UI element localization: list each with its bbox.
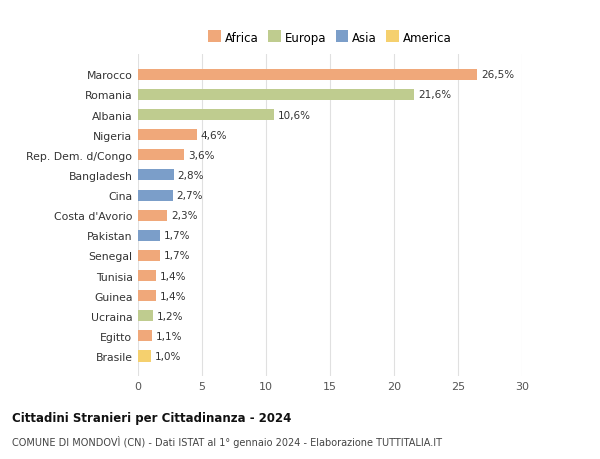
- Bar: [138, 70, 477, 81]
- Text: 10,6%: 10,6%: [278, 110, 311, 120]
- Text: 4,6%: 4,6%: [201, 130, 227, 140]
- Text: 1,4%: 1,4%: [160, 271, 186, 281]
- Legend: Africa, Europa, Asia, America: Africa, Europa, Asia, America: [205, 29, 455, 49]
- Text: 1,1%: 1,1%: [156, 331, 182, 341]
- Text: 1,4%: 1,4%: [160, 291, 186, 301]
- Text: 2,7%: 2,7%: [176, 190, 203, 201]
- Bar: [138, 330, 152, 341]
- Text: 2,8%: 2,8%: [178, 171, 204, 180]
- Text: 2,3%: 2,3%: [171, 211, 198, 221]
- Bar: [138, 311, 154, 322]
- Text: 1,0%: 1,0%: [155, 351, 181, 361]
- Text: Cittadini Stranieri per Cittadinanza - 2024: Cittadini Stranieri per Cittadinanza - 2…: [12, 412, 292, 425]
- Text: 3,6%: 3,6%: [188, 151, 214, 161]
- Text: 21,6%: 21,6%: [418, 90, 451, 100]
- Bar: [138, 291, 156, 302]
- Text: 26,5%: 26,5%: [481, 70, 514, 80]
- Bar: [138, 270, 156, 281]
- Text: 1,7%: 1,7%: [164, 231, 190, 241]
- Bar: [138, 190, 173, 201]
- Bar: [138, 250, 160, 262]
- Bar: [138, 150, 184, 161]
- Text: 1,7%: 1,7%: [164, 251, 190, 261]
- Bar: [138, 90, 415, 101]
- Bar: [138, 130, 197, 141]
- Bar: [138, 351, 151, 362]
- Bar: [138, 170, 174, 181]
- Bar: [138, 230, 160, 241]
- Text: COMUNE DI MONDOVÌ (CN) - Dati ISTAT al 1° gennaio 2024 - Elaborazione TUTTITALIA: COMUNE DI MONDOVÌ (CN) - Dati ISTAT al 1…: [12, 436, 442, 448]
- Bar: [138, 210, 167, 221]
- Text: 1,2%: 1,2%: [157, 311, 184, 321]
- Bar: [138, 110, 274, 121]
